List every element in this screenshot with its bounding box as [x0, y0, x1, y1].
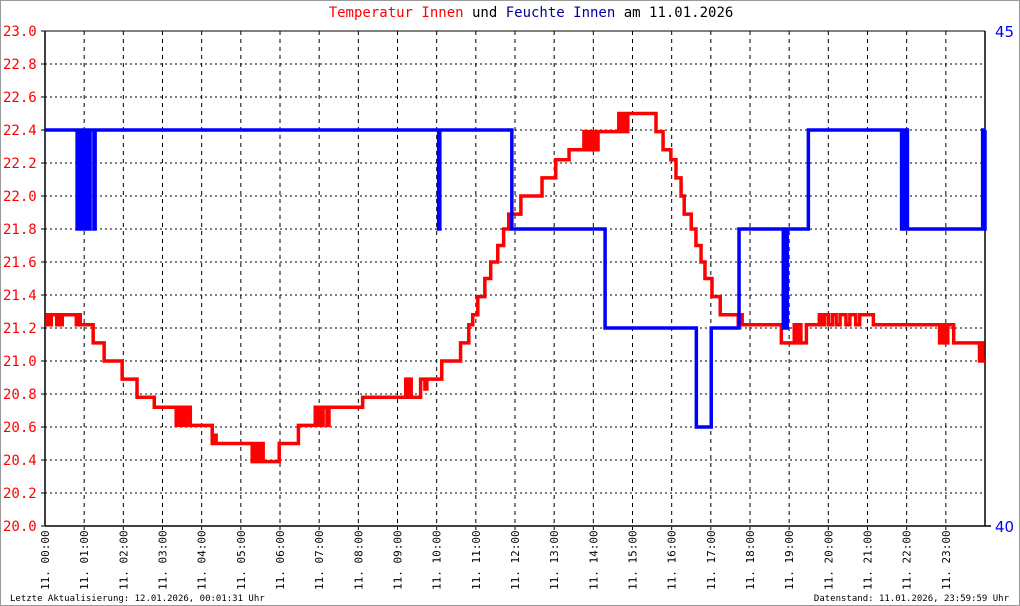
x-tick-label: 11. 00:00	[39, 530, 52, 590]
y-right-tick-label: 40	[995, 518, 1014, 536]
y-left-tick-label: 20.0	[3, 519, 37, 535]
x-tick-label: 11. 04:00	[196, 530, 209, 590]
y-left-tick-label: 21.8	[3, 222, 37, 238]
y-left-tick-label: 21.0	[3, 354, 37, 370]
y-right-tick-label: 45	[995, 23, 1014, 41]
y-left-tick-label: 20.8	[3, 387, 37, 403]
x-tick-label: 11. 12:00	[509, 530, 522, 590]
x-tick-label: 11. 02:00	[117, 530, 130, 590]
x-tick-label: 11. 20:00	[822, 530, 835, 590]
x-tick-label: 11. 21:00	[862, 530, 875, 590]
y-left-tick-label: 20.2	[3, 486, 37, 502]
x-tick-label: 11. 14:00	[587, 530, 600, 590]
y-left-tick-label: 22.0	[3, 189, 37, 205]
x-tick-label: 11. 10:00	[431, 530, 444, 590]
x-tick-label: 11. 08:00	[352, 530, 365, 590]
x-tick-label: 11. 19:00	[783, 530, 796, 590]
x-tick-label: 11. 23:00	[940, 530, 953, 590]
title-and: und	[471, 5, 498, 21]
x-tick-label: 11. 09:00	[392, 530, 405, 590]
y-left-tick-label: 22.2	[3, 156, 37, 172]
title-humidity: Feuchte Innen	[505, 5, 616, 21]
footer-data-timestamp: Datenstand: 11.01.2026, 23:59:59 Uhr	[813, 594, 1009, 604]
y-left-tick-label: 20.4	[3, 453, 37, 469]
y-left-tick-label: 22.8	[3, 57, 37, 73]
x-tick-label: 11. 15:00	[627, 530, 640, 590]
y-left-tick-label: 21.6	[3, 255, 37, 271]
y-left-tick-label: 21.2	[3, 321, 37, 337]
y-left-tick-label: 23.0	[3, 24, 37, 40]
temperature-series-line	[45, 111, 985, 464]
x-tick-label: 11. 22:00	[901, 530, 914, 590]
title-date: am 11.01.2026	[623, 5, 734, 21]
x-tick-label: 11. 05:00	[235, 530, 248, 590]
x-tick-label: 11. 06:00	[274, 530, 287, 590]
footer-last-update: Letzte Aktualisierung: 12.01.2026, 00:01…	[10, 594, 265, 604]
y-left-tick-label: 21.4	[3, 288, 37, 304]
y-left-tick-label: 22.6	[3, 90, 37, 106]
title-temperature: Temperatur Innen	[328, 5, 464, 21]
x-tick-label: 11. 17:00	[705, 530, 718, 590]
y-left-tick-label: 20.6	[3, 420, 37, 436]
humidity-series-line	[45, 128, 987, 429]
x-tick-label: 11. 13:00	[548, 530, 561, 590]
y-left-tick-label: 22.4	[3, 123, 37, 139]
x-tick-label: 11. 11:00	[470, 530, 483, 590]
x-tick-label: 11. 03:00	[157, 530, 170, 590]
x-tick-label: 11. 01:00	[78, 530, 91, 590]
x-tick-label: 11. 07:00	[313, 530, 326, 590]
x-tick-label: 11. 16:00	[666, 530, 679, 590]
chart-title: Temperatur Innen und Feuchte Innen am 11…	[1, 5, 1019, 21]
x-tick-label: 11. 18:00	[744, 530, 757, 590]
